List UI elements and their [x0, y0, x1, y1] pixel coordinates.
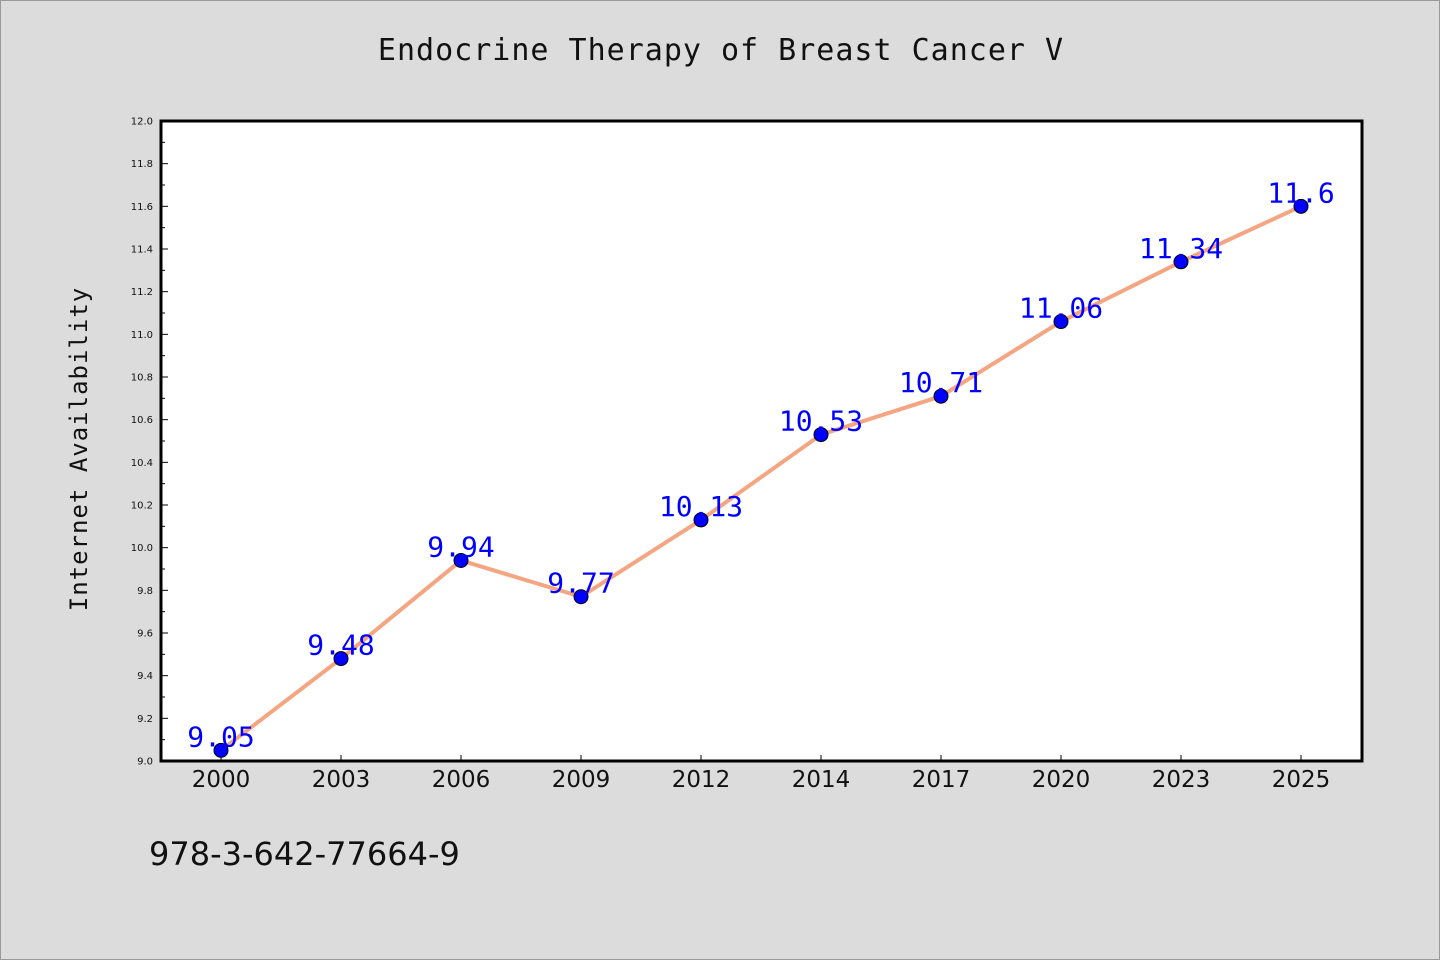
y-tick-label: 10.6 — [131, 415, 153, 426]
x-tick-label: 2017 — [912, 767, 971, 793]
data-label: 10.71 — [899, 366, 983, 399]
data-label: 11.6 — [1267, 176, 1334, 209]
data-point — [573, 589, 589, 605]
plot-area — [159, 119, 1364, 763]
data-label: 9.94 — [427, 530, 494, 563]
y-tick-label: 10.2 — [131, 501, 153, 512]
series-layer: 9.05 9.48 9.94 9.77 10.13 10.53 10.71 11.06 11.3… — [187, 176, 1335, 758]
x-tick-label: 2025 — [1272, 767, 1331, 793]
chart-title: Endocrine Therapy of Breast Cancer V — [377, 33, 1065, 68]
y-tick-label: 9.4 — [137, 671, 153, 682]
x-tick-label: 2012 — [672, 767, 731, 793]
data-label: 11.06 — [1019, 292, 1103, 325]
data-label: 9.48 — [307, 629, 374, 662]
x-tick-label: 2020 — [1032, 767, 1091, 793]
y-tick-label: 10.4 — [131, 458, 153, 469]
y-axis-label: Internet Availability — [65, 287, 93, 611]
data-point — [333, 651, 349, 667]
data-label: 11.34 — [1139, 232, 1223, 265]
x-tick-label: 2014 — [792, 767, 851, 793]
series-line — [219, 204, 1302, 752]
y-tick-label: 11.0 — [131, 330, 153, 341]
data-point — [453, 552, 469, 568]
data-point — [693, 512, 709, 528]
x-tick-label: 2000 — [192, 767, 251, 793]
data-point — [933, 388, 949, 404]
y-tick-label: 11.2 — [131, 287, 153, 298]
data-point — [213, 742, 229, 758]
x-tick-label: 2006 — [432, 767, 491, 793]
data-label: 10.53 — [779, 405, 863, 438]
isbn-text: 978-3-642-77664-9 — [149, 835, 460, 873]
y-tick-label: 11.6 — [131, 202, 153, 213]
x-tick-label: 2023 — [1152, 767, 1211, 793]
data-label: 10.13 — [659, 490, 743, 523]
data-point — [813, 427, 829, 443]
x-tick-label: 2009 — [552, 767, 611, 793]
data-label: 9.77 — [547, 567, 614, 600]
y-tick-label: 11.4 — [131, 245, 153, 256]
y-tick-label: 9.2 — [137, 714, 153, 725]
y-tick-label: 10.0 — [131, 543, 153, 554]
y-tick-label: 10.8 — [131, 373, 153, 384]
y-tick-label: 11.8 — [131, 159, 153, 170]
data-label: 9.05 — [187, 720, 254, 753]
x-axis: 2000 2003 2006 2009 2012 2014 2017 2020 2023 2025 — [192, 755, 1331, 793]
y-tick-label: 12.0 — [131, 117, 153, 128]
data-point — [1053, 314, 1069, 330]
x-tick-label: 2003 — [312, 767, 371, 793]
data-point — [1173, 254, 1189, 270]
data-point — [1293, 198, 1309, 214]
y-axis: 9.0 9.2 9.4 9.6 9.8 10.0 10.2 10.4 10.6 10.8 11.0 1… — [131, 117, 168, 768]
y-tick-label: 9.8 — [137, 586, 153, 597]
y-tick-label: 9.0 — [137, 757, 153, 768]
y-tick-label: 9.6 — [137, 629, 153, 640]
